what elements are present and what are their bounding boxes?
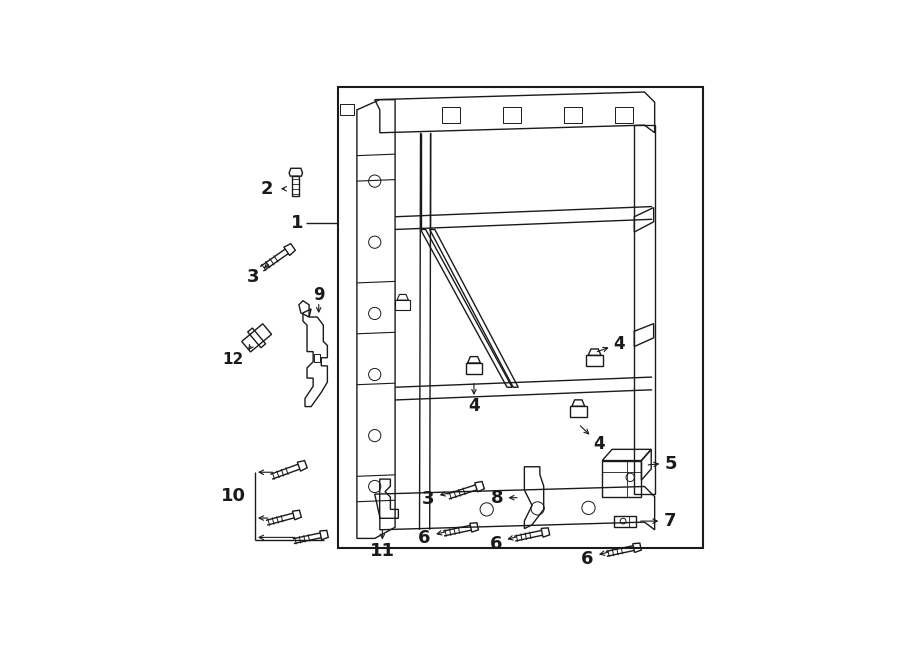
Bar (395, 300, 410, 310)
Text: 11: 11 (370, 542, 395, 560)
Text: 8: 8 (491, 488, 503, 507)
Bar (614, 516, 636, 527)
Text: 12: 12 (222, 352, 244, 367)
Text: 4: 4 (613, 335, 625, 353)
Text: 6: 6 (581, 550, 594, 568)
Bar (338, 87, 703, 547)
Bar (314, 354, 320, 362)
Text: 10: 10 (220, 486, 246, 504)
Bar (615, 107, 634, 122)
Bar (503, 107, 521, 122)
Bar (340, 104, 355, 115)
Text: 3: 3 (422, 490, 435, 508)
Text: 6: 6 (490, 535, 502, 553)
Text: 6: 6 (418, 529, 431, 547)
Bar (564, 107, 582, 122)
Text: 1: 1 (291, 214, 303, 232)
Text: 7: 7 (663, 512, 676, 530)
Bar (465, 363, 482, 374)
Text: 9: 9 (313, 286, 325, 304)
Text: 5: 5 (665, 455, 677, 473)
Bar (292, 176, 299, 196)
Text: 3: 3 (247, 268, 259, 286)
Bar (570, 407, 587, 417)
Bar (442, 107, 460, 122)
Text: 2: 2 (261, 180, 273, 198)
Bar (587, 356, 603, 366)
Text: 4: 4 (593, 435, 605, 453)
Bar (602, 461, 642, 497)
Text: 4: 4 (468, 397, 480, 415)
